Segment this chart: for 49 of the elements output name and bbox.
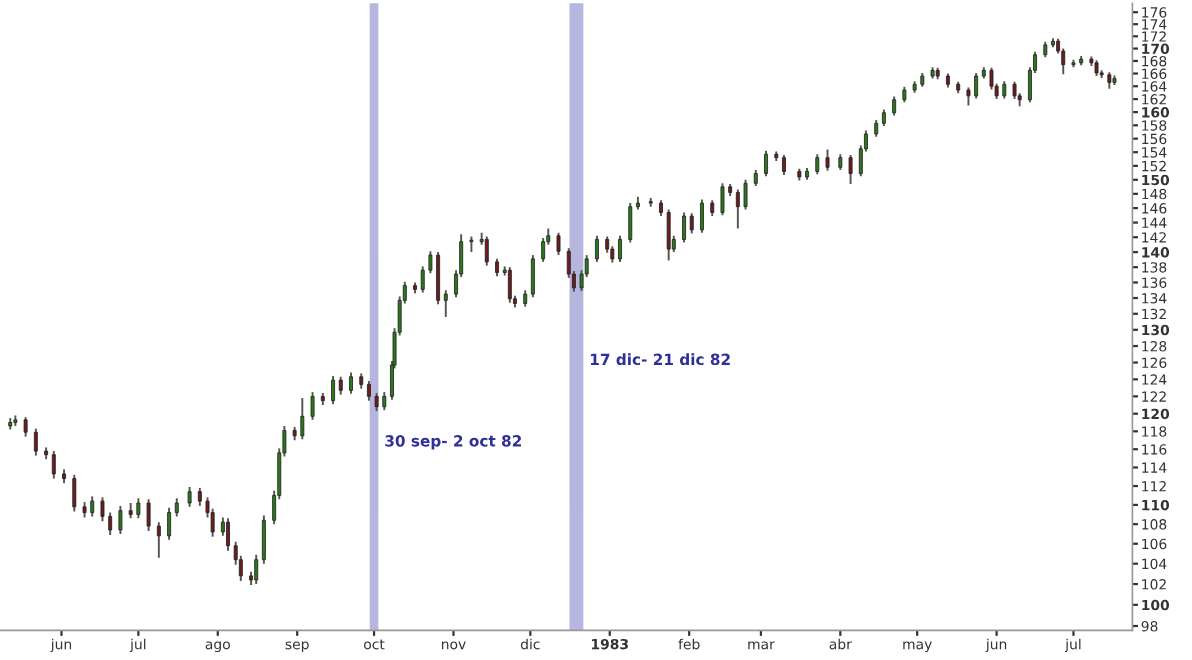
candlestick <box>443 289 448 318</box>
candlestick <box>226 517 230 552</box>
candlestick <box>484 235 489 267</box>
candlestick <box>310 391 315 421</box>
candlestick <box>735 188 740 230</box>
candlestick <box>331 374 336 406</box>
candlestick <box>33 427 38 457</box>
candlestick <box>100 496 105 523</box>
candlestick <box>743 178 748 211</box>
candlestick <box>118 504 123 535</box>
candlestick <box>156 521 161 559</box>
candlestick <box>825 148 830 172</box>
candlestick <box>848 153 853 185</box>
candlestick <box>530 254 535 299</box>
candlestick <box>167 506 172 541</box>
candlestick <box>23 416 28 438</box>
candlestick <box>974 71 979 100</box>
candlestick <box>469 235 474 254</box>
candlestick <box>382 391 387 412</box>
candlestick <box>700 198 704 234</box>
candlestick <box>507 266 512 304</box>
candlestick <box>146 498 151 532</box>
candlestick <box>136 497 141 520</box>
candlestick <box>892 95 897 117</box>
candlestick <box>90 495 95 518</box>
candlestick <box>764 149 768 178</box>
candlestick <box>666 208 671 262</box>
candlestick <box>689 212 694 235</box>
candlestick <box>300 397 305 441</box>
candlestick <box>436 251 441 306</box>
candlestick <box>720 182 725 217</box>
candlestick <box>366 380 371 402</box>
candlestick <box>174 497 179 518</box>
candlestick <box>682 211 687 244</box>
candlestick <box>782 153 786 176</box>
candlestick <box>618 234 622 263</box>
candlestick <box>254 553 259 586</box>
candlestick <box>628 202 633 244</box>
candlestick <box>594 234 599 263</box>
candlestick <box>556 231 561 257</box>
candlestick <box>187 485 192 508</box>
candlestick <box>1061 47 1066 76</box>
candlestick <box>51 450 56 480</box>
candlestick <box>349 371 353 395</box>
candlestick <box>374 391 379 413</box>
candlestick <box>815 153 820 176</box>
candlestick <box>261 514 266 565</box>
candlestick <box>72 473 77 513</box>
candlestick <box>989 66 994 91</box>
